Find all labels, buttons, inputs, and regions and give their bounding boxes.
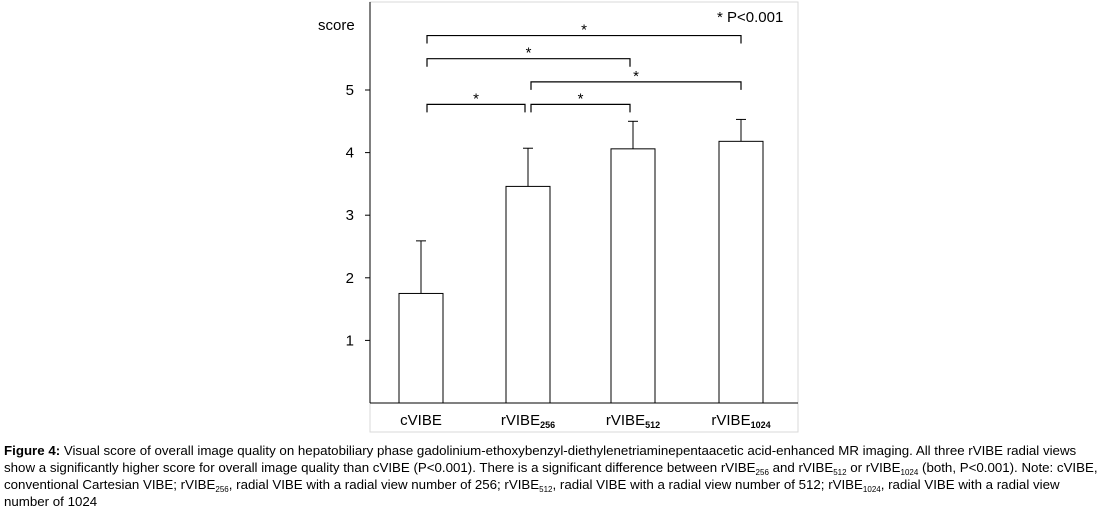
significance-marker: * xyxy=(526,45,532,62)
caption-text: Visual score of overall image quality on… xyxy=(4,443,1098,509)
caption-segment: , radial VIBE with a radial view number … xyxy=(228,477,540,492)
bar xyxy=(610,148,656,404)
y-tick-label: 3 xyxy=(346,207,354,224)
significance-marker: * xyxy=(633,68,639,85)
caption-segment: , radial VIBE with a radial view number … xyxy=(552,477,863,492)
x-tick-label: rVIBE512 xyxy=(606,412,660,430)
significance-bracket xyxy=(530,103,631,113)
y-axis-label: score xyxy=(318,17,355,34)
figure-caption: Figure 4: Visual score of overall image … xyxy=(4,442,1108,510)
caption-segment: or rVIBE xyxy=(846,460,901,475)
x-tick-label: cVIBE xyxy=(400,412,442,429)
caption-subscript: 512 xyxy=(539,485,553,494)
significance-marker: * xyxy=(473,90,479,107)
bar xyxy=(505,185,551,404)
caption-segment: Visual score of overall image quality on… xyxy=(4,443,1077,475)
x-tick-label: rVIBE256 xyxy=(501,412,555,430)
significance-bracket xyxy=(426,34,742,44)
significance-bracket xyxy=(426,103,526,113)
significance-bracket xyxy=(530,81,742,90)
caption-subscript: 1024 xyxy=(900,468,919,477)
caption-subscript: 1024 xyxy=(862,485,881,494)
y-tick-label: 4 xyxy=(346,145,354,162)
caption-subscript: 256 xyxy=(215,485,229,494)
significance-marker: * xyxy=(581,22,587,39)
significance-marker: * xyxy=(578,90,584,107)
caption-subscript: 256 xyxy=(755,468,769,477)
caption-segment: , radial VIBE with a radial view number … xyxy=(4,477,1060,509)
y-tick-label: 5 xyxy=(346,82,354,99)
x-tick-label: rVIBE1024 xyxy=(711,412,770,430)
caption-segment: and rVIBE xyxy=(768,460,834,475)
caption-subscript: 512 xyxy=(833,468,847,477)
annotation-legend: * P<0.001 xyxy=(717,9,783,26)
caption-label: Figure 4: xyxy=(4,443,61,458)
bar xyxy=(718,140,764,404)
y-tick-label: 1 xyxy=(346,332,354,349)
caption-segment: (both, P<0.001). Note: cVIBE, convention… xyxy=(4,460,1098,492)
bar xyxy=(398,292,444,404)
bar-chart: score * P<0.001 1 2 3 4 5 cVIBE rVIBE256 rVIBE5… xyxy=(318,1,799,433)
y-tick-label: 2 xyxy=(346,270,354,287)
significance-bracket xyxy=(426,58,631,67)
